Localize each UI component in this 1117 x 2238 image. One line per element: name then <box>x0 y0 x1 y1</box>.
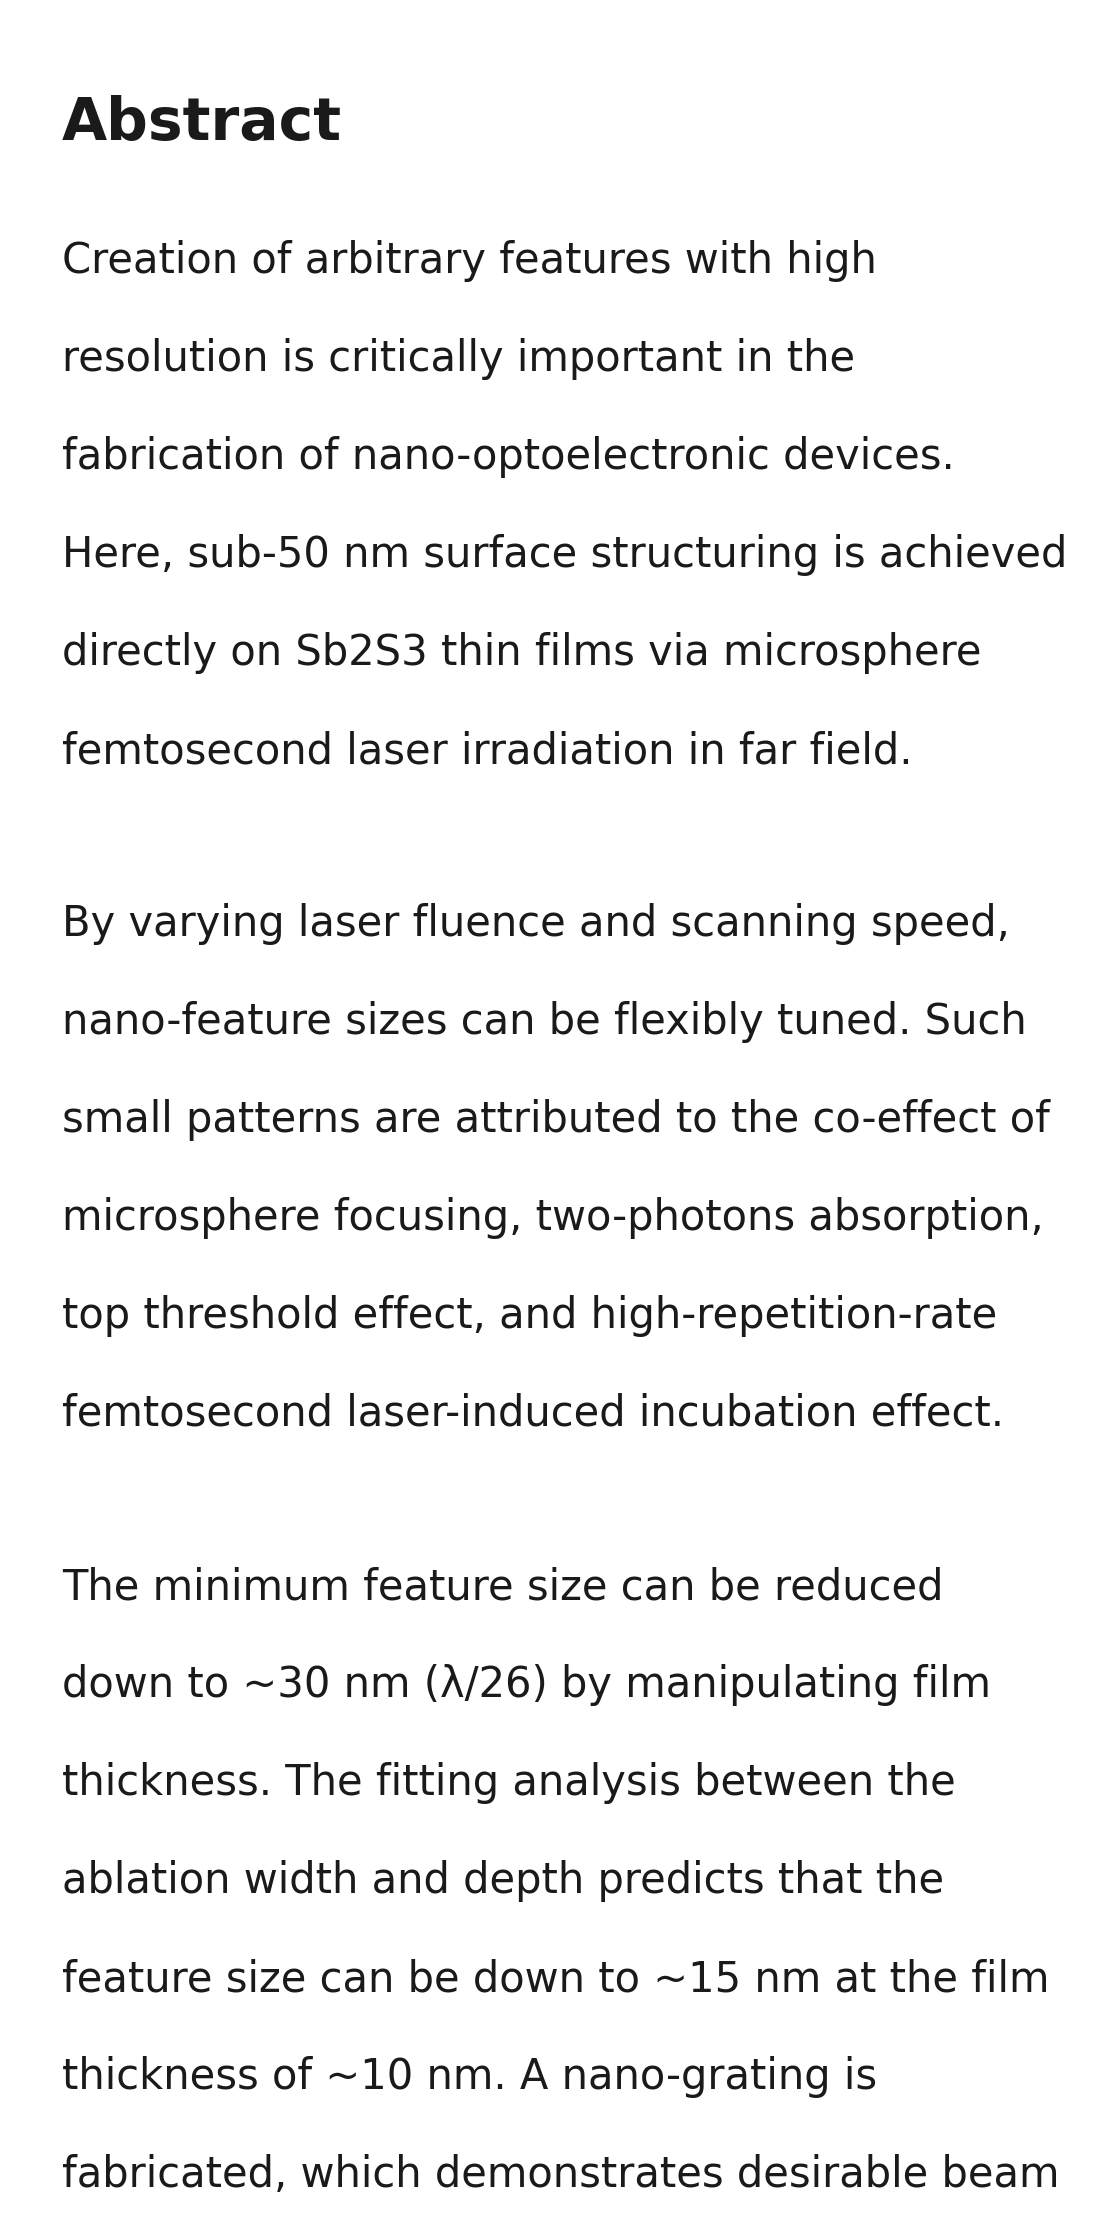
Text: Abstract: Abstract <box>63 94 342 152</box>
Text: fabricated, which demonstrates desirable beam: fabricated, which demonstrates desirable… <box>63 2153 1060 2195</box>
Text: Here, sub-50 nm surface structuring is achieved: Here, sub-50 nm surface structuring is a… <box>63 535 1068 575</box>
Text: top threshold effect, and high-repetition-rate: top threshold effect, and high-repetitio… <box>63 1296 997 1336</box>
Text: small patterns are attributed to the co-effect of: small patterns are attributed to the co-… <box>63 1099 1050 1141</box>
Text: ablation width and depth predicts that the: ablation width and depth predicts that t… <box>63 1860 944 1902</box>
Text: microsphere focusing, two-photons absorption,: microsphere focusing, two-photons absorp… <box>63 1197 1043 1240</box>
Text: thickness. The fitting analysis between the: thickness. The fitting analysis between … <box>63 1761 956 1804</box>
Text: The minimum feature size can be reduced: The minimum feature size can be reduced <box>63 1567 944 1607</box>
Text: nano-feature sizes can be flexibly tuned. Such: nano-feature sizes can be flexibly tuned… <box>63 1000 1027 1043</box>
Text: By varying laser fluence and scanning speed,: By varying laser fluence and scanning sp… <box>63 902 1010 944</box>
Text: feature size can be down to ~15 nm at the film: feature size can be down to ~15 nm at th… <box>63 1958 1050 2001</box>
Text: directly on Sb2S3 thin films via microsphere: directly on Sb2S3 thin films via microsp… <box>63 631 982 674</box>
Text: femtosecond laser irradiation in far field.: femtosecond laser irradiation in far fie… <box>63 730 913 772</box>
Text: resolution is critically important in the: resolution is critically important in th… <box>63 338 856 380</box>
Text: thickness of ~10 nm. A nano-grating is: thickness of ~10 nm. A nano-grating is <box>63 2057 877 2097</box>
Text: Creation of arbitrary features with high: Creation of arbitrary features with high <box>63 239 877 282</box>
Text: down to ~30 nm (λ/26) by manipulating film: down to ~30 nm (λ/26) by manipulating fi… <box>63 1665 991 1705</box>
Text: femtosecond laser-induced incubation effect.: femtosecond laser-induced incubation eff… <box>63 1392 1004 1435</box>
Text: fabrication of nano-optoelectronic devices.: fabrication of nano-optoelectronic devic… <box>63 436 955 479</box>
